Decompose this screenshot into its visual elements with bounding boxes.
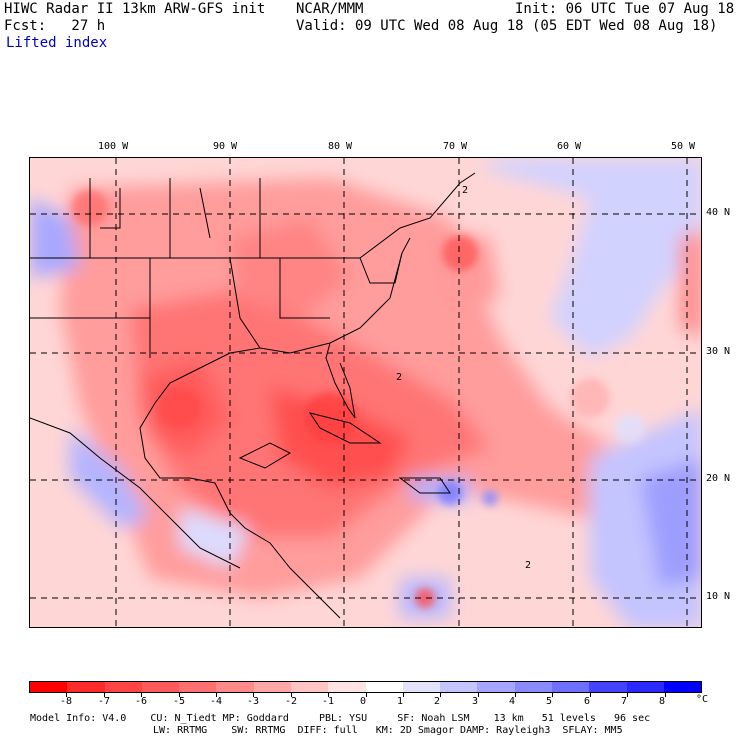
latlon-grid: [30, 158, 701, 627]
colorbar-tick-label: -1: [322, 696, 335, 707]
colorbar-unit: °C: [696, 694, 709, 705]
lat-label-20n: 20 N: [706, 473, 731, 484]
colorbar-swatch: [179, 682, 217, 692]
colorbar-tick-label: 2: [434, 696, 441, 707]
physics-info: LW: RRTMG SW: RRTMG DIFF: full KM: 2D Sm…: [153, 725, 623, 736]
colorbar-tick: [253, 693, 254, 697]
colorbar-tick: [179, 693, 180, 697]
lon-label-100w: 100 W: [98, 141, 129, 152]
colorbar-tick: [141, 693, 142, 697]
lon-label-90w: 90 W: [213, 141, 238, 152]
colorbar-tick: [328, 693, 329, 697]
colorbar-swatch: [626, 682, 664, 692]
colorbar-tick: [590, 693, 591, 697]
model-info: Model Info: V4.0 CU: N_Tiedt MP: Goddard…: [30, 713, 651, 724]
colorbar-swatch: [402, 682, 441, 692]
colorbar-tick-label: 6: [584, 696, 591, 707]
lon-label-50w: 50 W: [671, 141, 696, 152]
forecast-hour: Fcst: 27 h: [4, 18, 106, 34]
colorbar-tick-label: -5: [173, 696, 186, 707]
model-title: HIWC Radar II 13km ARW-GFS init: [4, 1, 266, 17]
colorbar-tick-label: -6: [135, 696, 148, 707]
colorbar-tick-label: 3: [472, 696, 479, 707]
lon-label-70w: 70 W: [443, 141, 468, 152]
lon-label-80w: 80 W: [328, 141, 353, 152]
colorbar-swatch: [551, 682, 590, 692]
field-detail: [72, 190, 645, 608]
colorbar-tick: [366, 693, 367, 697]
colorbar-tick-label: -2: [285, 696, 298, 707]
colorbar-tick-label: 4: [509, 696, 516, 707]
colorbar-tick-label: -7: [98, 696, 111, 707]
lon-label-60w: 60 W: [557, 141, 582, 152]
colorbar-swatch: [104, 682, 142, 692]
colorbar-tick-label: -4: [210, 696, 223, 707]
colorbar-swatch: [290, 682, 329, 692]
valid-time: Valid: 09 UTC Wed 08 Aug 18 (05 EDT Wed …: [296, 18, 718, 34]
init-time: Init: 06 UTC Tue 07 Aug 18: [515, 1, 735, 17]
colorbar-tick-label: 1: [397, 696, 404, 707]
field-name: Lifted index: [6, 35, 108, 51]
colorbar-tick: [552, 693, 553, 697]
lat-label-10n: 10 N: [706, 591, 731, 602]
colorbar: [29, 681, 702, 693]
colorbar-swatch: [440, 682, 478, 692]
lat-label-30n: 30 N: [706, 346, 731, 357]
colorbar-tick-label: 0: [360, 696, 367, 707]
colorbar-swatch: [67, 682, 105, 692]
contour-label: 2: [396, 372, 402, 383]
colorbar-tick: [515, 693, 516, 697]
colorbar-swatch: [328, 682, 366, 692]
colorbar-swatch: [365, 682, 403, 692]
map-canvas: 2 2 2: [30, 158, 701, 627]
colorbar-tick: [104, 693, 105, 697]
colorbar-tick: [66, 693, 67, 697]
colorbar-tick-label: -8: [60, 696, 73, 707]
colorbar-tick-label: 8: [659, 696, 666, 707]
colorbar-tick: [665, 693, 666, 697]
colorbar-swatch: [30, 682, 68, 692]
lifted-index-map: 2 2 2: [29, 157, 702, 628]
colorbar-tick-label: -3: [247, 696, 260, 707]
colorbar-tick: [440, 693, 441, 697]
colorbar-tick: [216, 693, 217, 697]
colorbar-tick: [403, 693, 404, 697]
colorbar-tick: [627, 693, 628, 697]
colorbar-swatch: [216, 682, 254, 692]
colorbar-swatch: [477, 682, 515, 692]
colorbar-tick-label: 7: [621, 696, 628, 707]
contour-label: 2: [525, 560, 531, 571]
colorbar-swatch: [514, 682, 552, 692]
contour-label: 2: [462, 185, 468, 196]
colorbar-swatch: [663, 682, 702, 692]
colorbar-swatch: [141, 682, 180, 692]
institution: NCAR/MMM: [296, 1, 364, 17]
colorbar-tick-label: 5: [546, 696, 553, 707]
colorbar-swatch: [589, 682, 627, 692]
coastlines: [30, 172, 476, 619]
colorbar-tick: [291, 693, 292, 697]
lat-label-40n: 40 N: [706, 207, 731, 218]
colorbar-tick: [478, 693, 479, 697]
colorbar-swatch: [253, 682, 291, 692]
